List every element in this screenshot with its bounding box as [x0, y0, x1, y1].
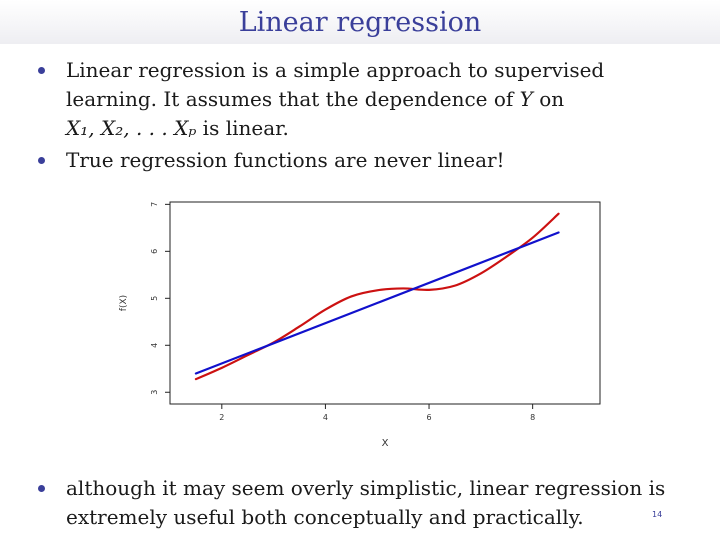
variables-x: X₁, X₂, . . . Xₚ: [66, 116, 197, 140]
bullet-line-text: learning. It assumes that the dependence…: [66, 87, 520, 111]
bullet-line: Linear regression is a simple approach t…: [66, 58, 605, 82]
bullet-line: although it may seem overly simplistic, …: [66, 476, 666, 500]
bullet-line: learning. It assumes that the dependence…: [66, 85, 706, 114]
bullet-line-text: is linear.: [196, 116, 289, 140]
y-tick-label: 7: [150, 202, 159, 207]
x-axis-label: X: [382, 438, 389, 449]
bullet-never-linear: True regression functions are never line…: [38, 146, 698, 176]
bullet-text: although it may seem overly simplistic, …: [66, 474, 716, 532]
bullet-linear-regression: Linear regression is a simple approach t…: [38, 56, 698, 146]
variable-y: Y: [519, 87, 533, 111]
x-tick-label: 8: [530, 413, 535, 422]
x-tick-label: 6: [426, 413, 431, 422]
bullet-useful: although it may seem overly simplistic, …: [38, 474, 698, 534]
y-axis-label: f(X): [119, 295, 129, 311]
x-tick-label: 4: [323, 413, 328, 422]
bullet-line-text: on: [532, 87, 565, 111]
bullet-dot: [38, 67, 45, 74]
bullet-text: Linear regression is a simple approach t…: [66, 56, 706, 143]
true-function-curve: [194, 212, 560, 381]
bullet-line: X₁, X₂, . . . Xₚ is linear.: [66, 114, 706, 143]
y-tick-label: 4: [150, 343, 159, 348]
y-tick-label: 6: [150, 249, 159, 254]
plot-frame: [169, 201, 601, 405]
bullet-text: True regression functions are never line…: [66, 148, 505, 172]
y-tick-label: 5: [150, 296, 159, 301]
bullet-dot: [38, 485, 45, 492]
y-tick-label: 3: [150, 390, 159, 395]
bullet-dot: [38, 157, 45, 164]
x-tick-label: 2: [219, 413, 224, 422]
page-number: 14: [652, 510, 663, 519]
bullet-line: extremely useful both conceptually and p…: [66, 505, 584, 529]
linear-fit-line: [194, 231, 560, 375]
regression-chart: 2 4 6 8 3 4 5 6 7 Xf(X): [119, 201, 601, 449]
page-title: Linear regression: [0, 0, 720, 44]
